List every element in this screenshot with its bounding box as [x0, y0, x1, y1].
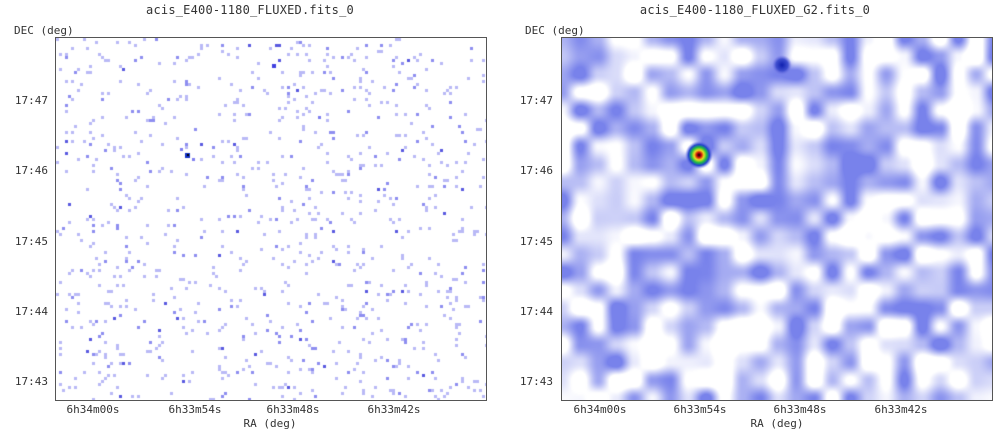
x-tick-label: 6h33m42s — [367, 403, 421, 416]
image-plot-area[interactable] — [55, 37, 487, 401]
y-tick-label: 17:44 — [519, 305, 553, 318]
fits-image-canvas[interactable] — [56, 38, 486, 400]
fits-image-canvas[interactable] — [562, 38, 992, 400]
y-axis-label: DEC (deg) — [14, 24, 74, 37]
right-image-panel: acis_E400-1180_FLUXED_G2.fits_0 DEC (deg… — [505, 0, 1000, 440]
y-tick-label: 17:47 — [14, 94, 48, 107]
x-axis-label: RA (deg) — [243, 417, 297, 430]
x-tick-label: 6h33m42s — [874, 403, 928, 416]
y-tick-label: 17:46 — [14, 164, 48, 177]
panel-title: acis_E400-1180_FLUXED.fits_0 — [146, 3, 354, 17]
left-image-panel: acis_E400-1180_FLUXED.fits_0 DEC (deg) 1… — [14, 3, 487, 430]
x-axis-label: RA (deg) — [750, 417, 804, 430]
y-tick-label: 17:43 — [14, 375, 48, 388]
x-tick-label: 6h34m00s — [66, 403, 120, 416]
x-tick-label: 6h33m54s — [673, 403, 727, 416]
image-plot-area[interactable] — [561, 37, 993, 401]
x-tick-label: 6h34m00s — [573, 403, 627, 416]
x-tick-label: 6h33m48s — [773, 403, 827, 416]
x-tick-label: 6h33m54s — [168, 403, 222, 416]
panel-title: acis_E400-1180_FLUXED_G2.fits_0 — [639, 3, 871, 17]
y-tick-label: 17:46 — [519, 164, 553, 177]
y-tick-label: 17:43 — [519, 375, 553, 388]
x-tick-label: 6h33m48s — [266, 403, 320, 416]
y-tick-label: 17:47 — [519, 94, 553, 107]
y-tick-label: 17:45 — [519, 235, 553, 248]
y-tick-label: 17:44 — [14, 305, 48, 318]
y-tick-label: 17:45 — [14, 235, 48, 248]
y-axis-label: DEC (deg) — [525, 24, 585, 37]
